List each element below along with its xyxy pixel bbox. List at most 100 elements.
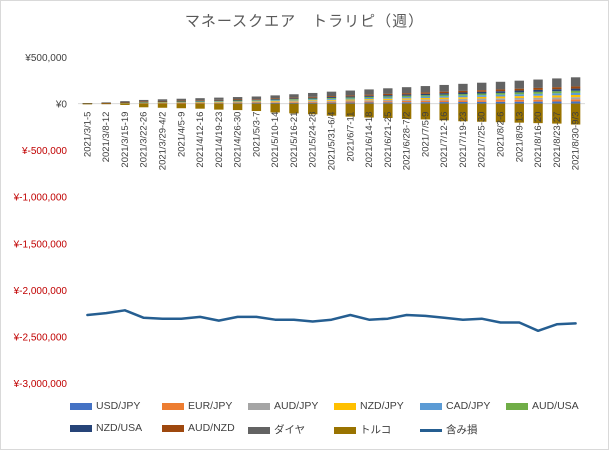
bar-segment xyxy=(401,97,412,99)
bar-segment xyxy=(270,95,280,99)
y-tick-label: ¥-1,000,000 xyxy=(13,193,68,204)
x-tick-label: 2021/7/25-30 xyxy=(477,112,488,168)
bar-segment xyxy=(364,96,374,98)
x-tick-label: 2021/7/5-9 xyxy=(420,112,431,157)
legend-swatch xyxy=(334,426,356,434)
bar-segment xyxy=(401,99,412,101)
x-tick-label: 2021/6/28-7/2 xyxy=(402,112,413,171)
bar-segment xyxy=(570,95,581,98)
bar-segment xyxy=(570,92,581,96)
x-tick-label: 2021/4/12-16 xyxy=(195,112,206,168)
bar-segment xyxy=(345,103,355,117)
x-tick-label: 2021/3/1-5 xyxy=(82,112,93,157)
bar-segment xyxy=(326,102,337,104)
bar-segment xyxy=(157,101,168,103)
bar-segment xyxy=(176,98,186,101)
legend-item: USD/JPY xyxy=(70,400,140,412)
legend-swatch xyxy=(248,426,270,434)
bar-segment xyxy=(157,99,168,101)
x-tick-label: 2021/7/12-16 xyxy=(439,112,450,168)
legend-item: 含み損 xyxy=(420,422,478,437)
bar-segment xyxy=(157,102,168,104)
legend-label: トルコ xyxy=(360,424,392,436)
bar-segment xyxy=(345,98,355,100)
bar-segment xyxy=(533,93,543,96)
bar-segment xyxy=(251,100,262,101)
bar-segment xyxy=(514,94,524,97)
x-tick-label: 2021/7/19-23 xyxy=(458,112,469,168)
bar-segment xyxy=(345,99,355,101)
bar-segment xyxy=(439,103,449,121)
bar-segment xyxy=(552,87,562,90)
bar-segment xyxy=(364,99,374,101)
bar-segment xyxy=(458,101,468,104)
bar-segment xyxy=(458,103,468,122)
bar-segment xyxy=(514,99,524,102)
bar-segment xyxy=(420,93,431,96)
bar-segment xyxy=(552,101,562,104)
bar-segment xyxy=(570,86,581,89)
bar-segment xyxy=(514,92,524,95)
bar-segment xyxy=(326,91,337,97)
y-tick-label: ¥-2,000,000 xyxy=(13,286,68,297)
bar-segment xyxy=(308,97,318,99)
bar-segment xyxy=(176,102,186,104)
bar-segment xyxy=(570,99,581,102)
bar-segment xyxy=(251,103,262,112)
bar-segment xyxy=(270,100,280,101)
bar-segment xyxy=(552,93,562,96)
bar-segment xyxy=(195,101,205,103)
bar-segment xyxy=(420,99,431,101)
bar-segment xyxy=(232,99,243,101)
legend-swatch xyxy=(70,424,92,432)
bar-segment xyxy=(270,98,280,100)
bar-segment xyxy=(101,103,111,105)
bar-segment xyxy=(477,91,487,94)
bar-segment xyxy=(214,101,224,103)
bar-segment xyxy=(232,101,243,103)
x-tick-label: 2021/4/26-30 xyxy=(233,112,244,168)
bar-segment xyxy=(495,98,506,101)
bar-segment xyxy=(495,92,506,95)
bar-segment xyxy=(495,96,506,99)
legend-swatch xyxy=(334,402,356,410)
bar-segment xyxy=(420,86,431,93)
legend-swatch xyxy=(248,402,270,410)
bar-segment xyxy=(552,78,562,88)
x-tick-label: 2021/8/9-13 xyxy=(514,112,525,163)
bar-segment xyxy=(251,101,262,102)
bar-segment xyxy=(157,103,168,108)
bar-segment xyxy=(495,89,506,92)
bar-segment xyxy=(383,97,393,99)
bar-segment xyxy=(139,103,149,108)
bar-segment xyxy=(364,95,374,97)
bar-segment xyxy=(232,100,243,102)
bar-segment xyxy=(420,95,431,97)
bar-segment xyxy=(326,96,337,98)
x-tick-label: 2021/5/24-28 xyxy=(308,112,319,168)
bar-segment xyxy=(270,103,280,113)
x-tick-label: 2021/3/29-4/2 xyxy=(158,112,169,171)
bar-segment xyxy=(176,102,186,104)
bar-segment xyxy=(570,97,581,100)
bar-segment xyxy=(383,88,393,94)
bar-segment xyxy=(232,103,243,104)
bar-segment xyxy=(251,100,262,102)
bar-segment xyxy=(195,102,205,103)
bar-segment xyxy=(345,95,355,97)
bar-segment xyxy=(458,97,468,99)
bar-segment xyxy=(270,99,280,100)
y-tick-label: ¥500,000 xyxy=(24,53,67,64)
bar-segment xyxy=(157,102,168,104)
legend-label: 含み損 xyxy=(446,424,478,436)
bar-segment xyxy=(214,102,224,103)
legend-item: CAD/JPY xyxy=(420,400,490,412)
legend-label: NZD/USA xyxy=(96,422,143,434)
legend-item: AUD/NZD xyxy=(162,422,235,434)
bar-segment xyxy=(495,94,506,97)
bar-segment xyxy=(251,99,262,100)
x-tick-label: 2021/5/10-14 xyxy=(270,112,281,168)
bar-segment xyxy=(495,101,506,104)
bar-segment xyxy=(552,95,562,98)
x-tick-label: 2021/3/15-19 xyxy=(120,112,131,168)
